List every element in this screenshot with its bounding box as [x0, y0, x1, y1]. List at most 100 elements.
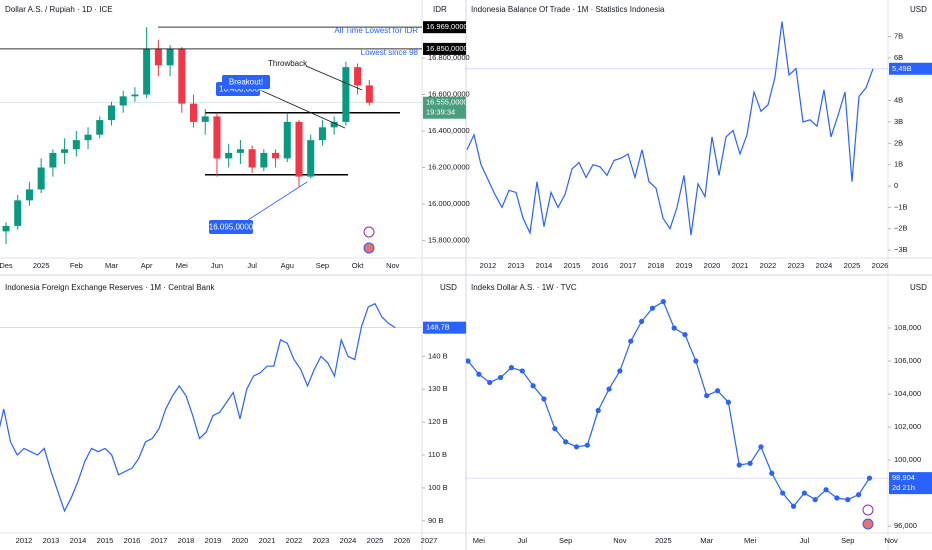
x-tick-label: 2022 — [760, 261, 777, 270]
candle-body — [61, 149, 69, 153]
series-marker — [780, 490, 786, 496]
y-tick-label: 0 — [894, 181, 898, 190]
annotations: All Time Lowest for IDR Lowest since 98 … — [209, 26, 874, 530]
countdown: 19:39:34 — [426, 108, 455, 117]
candle-body — [96, 120, 104, 135]
series-marker — [812, 497, 818, 503]
annotation: 16.095,0000 — [209, 223, 254, 232]
candle-body — [318, 127, 326, 141]
x-tick-label: 2024 — [816, 261, 833, 270]
x-tick-label: 2021 — [259, 536, 276, 545]
series-marker — [639, 318, 645, 325]
x-tick-label: Agu — [281, 261, 294, 270]
candle-body — [143, 48, 151, 95]
price-label: 148,7B — [426, 323, 450, 332]
event-icon — [363, 242, 375, 254]
series-marker — [563, 439, 569, 445]
y-tick-label: 16.400,0000 — [428, 126, 470, 135]
axis-label: USD — [440, 283, 457, 292]
x-tick-label: 2014 — [70, 536, 87, 545]
x-tick-label: Sep — [841, 536, 854, 545]
chart-title: Dollar A.S. / Rupiah · 1D · ICE — [5, 5, 113, 14]
series-marker — [508, 365, 514, 371]
x-tick-label: 2023 — [788, 261, 805, 270]
candle-body — [131, 94, 139, 97]
annotation: 16.400,0000 — [219, 85, 264, 94]
series-marker — [801, 490, 807, 496]
candle-body — [225, 152, 233, 159]
candle-body — [25, 189, 33, 201]
x-tick-label: 2025 — [655, 536, 672, 545]
event-icon — [862, 518, 874, 530]
series-marker — [552, 426, 558, 432]
candle-body — [201, 116, 209, 122]
price-label: 5,49B — [892, 64, 912, 73]
x-tick-label: 2022 — [286, 536, 303, 545]
candle-body — [365, 85, 373, 103]
candle-body — [178, 48, 186, 104]
x-tick-label: Nov — [613, 536, 627, 545]
y-tick-label: 7B — [894, 32, 903, 41]
candle-body — [283, 121, 291, 159]
y-tick-label: 102,000 — [894, 422, 921, 431]
price-label-box — [423, 321, 466, 334]
series-marker — [823, 487, 829, 493]
annotation: All Time Lowest for IDR — [334, 26, 418, 35]
x-tick-label: Mei — [744, 536, 756, 545]
x-tick-label: 2018 — [648, 261, 665, 270]
y-tick-label: 15.800,0000 — [428, 235, 470, 244]
x-tick-label: Mar — [700, 536, 713, 545]
plot-area — [0, 302, 422, 513]
annotation-line — [305, 65, 363, 91]
series-marker — [704, 393, 710, 399]
annotation: Throwback — [268, 59, 308, 68]
x-tick-label: 2018 — [178, 536, 195, 545]
series-marker — [573, 444, 580, 450]
candle-body — [84, 134, 92, 141]
y-tick-label: 3B — [894, 117, 903, 126]
series-marker — [682, 332, 688, 338]
candle-body — [330, 121, 338, 128]
series-marker — [725, 399, 732, 405]
axis-label: USD — [910, 5, 927, 14]
y-tick-label: 130 B — [428, 384, 448, 393]
x-tick-label: 2012 — [480, 261, 497, 270]
series-line — [466, 21, 874, 236]
chart-title: Indeks Dollar A.S. · 1W · TVC — [471, 283, 577, 292]
y-tick-label: 110 B — [428, 450, 447, 459]
candle-body — [236, 149, 244, 153]
price-label: 16.555,0000 — [426, 98, 468, 107]
y-tick-label: 108,000 — [894, 323, 921, 332]
x-tick-label: 2014 — [536, 261, 553, 270]
candle-body — [295, 121, 303, 177]
price-label-box — [889, 472, 932, 495]
series-marker — [671, 325, 677, 331]
x-tick-label: 2016 — [592, 261, 609, 270]
annotation-box — [222, 75, 270, 89]
event-icon — [862, 504, 874, 516]
annotation-box — [209, 220, 253, 234]
x-tick-label: 2026 — [394, 536, 411, 545]
annotation-line — [247, 181, 308, 221]
series-marker — [790, 503, 797, 509]
candle-body — [107, 105, 115, 121]
x-tick-label: 2013 — [43, 536, 60, 545]
series-marker — [466, 358, 471, 364]
annotation: Breakout! — [229, 78, 263, 87]
annotation: Lowest since 98 — [361, 48, 419, 57]
y-tick-label: 16.200,0000 — [428, 162, 470, 171]
x-tick-label: Des — [0, 261, 13, 270]
x-tick-label: 2012 — [16, 536, 33, 545]
series-marker — [758, 444, 764, 450]
series-marker — [476, 371, 482, 377]
x-tick-label: Jul — [247, 261, 257, 270]
candle-body — [119, 96, 127, 106]
series-marker — [584, 442, 590, 448]
x-tick-label: Sep — [559, 536, 572, 545]
y-tick-label: 16.800,0000 — [428, 53, 470, 62]
series-marker — [606, 386, 612, 392]
price-label: 16.969,0000 — [426, 22, 468, 31]
y-tick-label: −1B — [894, 202, 908, 211]
candle-body — [14, 200, 22, 226]
